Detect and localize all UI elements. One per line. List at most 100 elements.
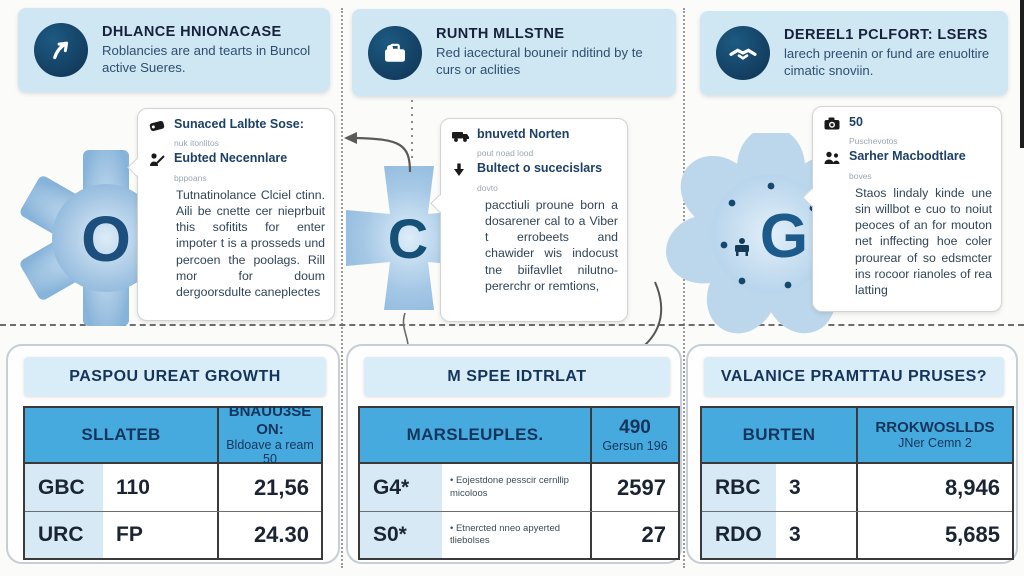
table-header-line1: 490	[619, 416, 651, 438]
table-row: RBC 3 8,946	[702, 464, 1012, 511]
table-row: RDO 3 5,685	[702, 511, 1012, 558]
table-cell: 27	[590, 512, 682, 558]
table-group-2: M SPEE IDTRLAT MARSLEUPLES. 490 Gersun 1…	[346, 344, 682, 564]
callout-item-label: bnuvetd Norten	[477, 127, 570, 141]
callout-item-sub: dovto	[477, 183, 498, 194]
callout-item-sub: boves	[849, 171, 872, 182]
data-table: MARSLEUPLES. 490 Gersun 196 G4* • Eojest…	[358, 406, 680, 560]
header-title: RUNTH MLLSTNE	[436, 26, 565, 43]
table-cell: • Eojestdone pesscir cernllip micoloos	[450, 475, 569, 499]
callout-item-sub: bppoans	[174, 173, 207, 184]
table-cell: • Etnercted nneo apyerted tliebolses	[450, 522, 561, 546]
table-cell: 5,685	[856, 512, 1016, 558]
table-cell: 21,56	[217, 464, 325, 511]
table-cell: S0*	[360, 512, 442, 558]
arrow-up-right-icon	[34, 23, 88, 77]
people-icon	[823, 149, 843, 171]
horizontal-divider	[0, 324, 1024, 326]
callout-item: bnuvetd Norten	[451, 127, 618, 148]
callout-paragraph: Staos lindaly kinde une sin willbot e cu…	[855, 185, 992, 297]
table-row: G4* • Eojestdone pesscir cernllip micolo…	[360, 464, 678, 511]
table-header-row: MARSLEUPLES. 490 Gersun 196	[360, 408, 678, 464]
handshake-icon	[716, 26, 770, 80]
callout-item: 50	[823, 115, 992, 136]
callout-box-1: Sunaced Lalbte Sose: nuk itonlitos Eubte…	[127, 108, 335, 321]
callout-item: Sunaced Lalbte Sose:	[148, 117, 325, 138]
gear-letter: O	[81, 203, 131, 275]
header-box-1: DHLANCE HNIONACASE Roblancies are and te…	[18, 8, 330, 92]
table-title: M SPEE IDTRLAT	[364, 357, 670, 396]
header-text: Roblancies are and tearts in Buncol acti…	[102, 42, 311, 75]
column-divider-left	[341, 8, 343, 568]
cross-letter: C	[388, 207, 428, 270]
cross-shape: C	[346, 166, 472, 310]
header-title: DEREEL1 PCLFORT: LSERS	[784, 26, 988, 43]
header-box-3: DEREEL1 PCLFORT: LSERS larech preenin or…	[700, 11, 1008, 95]
table-header-line1: BNAUU3SE ON:	[228, 403, 312, 438]
table-header-line1: RROKWOSLLDS	[875, 419, 995, 437]
table-header-line2: Bldoave a ream 50	[226, 437, 314, 467]
header-text: Red iacectural bouneir nditind by te cur…	[436, 45, 643, 77]
callout-item-label: 50	[849, 115, 863, 129]
table-header-line2: Gersun 196	[602, 438, 668, 453]
table-cell: RBC	[702, 464, 776, 511]
callout-item-sub: Puschevotos	[849, 136, 898, 146]
callout-item-sub: pout noad lood	[477, 148, 534, 158]
callout-item-label: Bultect o sucecislars	[477, 161, 603, 176]
briefcase-icon	[368, 25, 422, 80]
flower-letter: G	[760, 202, 808, 271]
signature-icon	[148, 151, 168, 173]
table-title: PASPOU UREAT GROWTH	[24, 357, 326, 396]
down-arrow-icon	[451, 161, 471, 183]
table-header-right: RROKWOSLLDS JNer Cemn 2	[856, 408, 1012, 462]
table-cell: 3	[789, 475, 801, 499]
table-cell: RDO	[702, 512, 776, 558]
table-cell: URC	[25, 512, 103, 558]
table-cell: G4*	[360, 464, 442, 511]
header-text: larech preenin or fund are enuoltire cim…	[784, 45, 990, 78]
table-title: VALANICE PRAMTTAU PRUSES?	[704, 357, 1004, 396]
callout-item: Sarher Macbodtlare	[823, 149, 992, 171]
callout-box-2: bnuvetd Norten pout noad lood Bultect o …	[430, 118, 628, 322]
table-cell: 110	[116, 475, 150, 499]
meeting-icon	[735, 238, 749, 256]
tag-icon	[148, 117, 168, 138]
table-cell: 2597	[590, 464, 682, 511]
callout-item: Eubted Necennlare	[148, 151, 325, 173]
truck-icon	[451, 127, 471, 148]
table-group-1: PASPOU UREAT GROWTH SLLATEB BNAUU3SE ON:…	[6, 344, 340, 564]
header-title: DHLANCE HNIONACASE	[102, 23, 282, 40]
callout-item-label: Sunaced Lalbte Sose:	[174, 117, 304, 131]
data-table: SLLATEB BNAUU3SE ON: Bldoave a ream 50 G…	[23, 403, 323, 560]
table-header-row: BURTEN RROKWOSLLDS JNer Cemn 2	[702, 408, 1012, 464]
column-divider-right	[683, 8, 685, 568]
table-header-line2: JNer Cemn 2	[898, 436, 972, 451]
scan-edge-artifact	[1020, 0, 1024, 148]
callout-paragraph: Tutnatinolance Clciel ctinn. Aili be cne…	[176, 187, 325, 299]
camera-icon	[823, 115, 843, 136]
table-header-left: BURTEN	[742, 425, 816, 444]
table-cell: 24.30	[217, 512, 325, 558]
data-table: BURTEN RROKWOSLLDS JNer Cemn 2 RBC 3 8,9…	[700, 406, 1014, 560]
callout-item-label: Sarher Macbodtlare	[849, 149, 966, 164]
table-header-left: MARSLEUPLES.	[406, 425, 544, 444]
table-header-right: BNAUU3SE ON: Bldoave a ream 50	[217, 403, 321, 466]
table-group-3: VALANICE PRAMTTAU PRUSES? BURTEN RROKWOS…	[686, 344, 1018, 564]
header-box-2: RUNTH MLLSTNE Red iacectural bouneir ndi…	[352, 9, 676, 96]
callout-paragraph: pacctiuli proune born a dosarener cal to…	[485, 197, 618, 293]
table-row: URC FP 24.30	[25, 511, 321, 558]
callout-box-3: 50 Puschevotos Sarher Macbodtlare boves …	[802, 106, 1002, 312]
table-cell: FP	[116, 523, 143, 546]
table-header-right: 490 Gersun 196	[590, 408, 678, 462]
callout-item-label: Eubted Necennlare	[174, 151, 288, 166]
callout-item-sub: nuk itonlitos	[174, 138, 219, 148]
table-cell: 3	[789, 523, 801, 546]
table-row: S0* • Etnercted nneo apyerted tliebolses…	[360, 511, 678, 558]
callout-item: Bultect o sucecislars	[451, 161, 618, 183]
table-cell: GBC	[25, 464, 103, 511]
table-row: GBC 110 21,56	[25, 464, 321, 511]
table-cell: 8,946	[856, 464, 1016, 511]
table-header-left: SLLATEB	[81, 425, 161, 444]
table-header-row: SLLATEB BNAUU3SE ON: Bldoave a ream 50	[25, 403, 321, 466]
